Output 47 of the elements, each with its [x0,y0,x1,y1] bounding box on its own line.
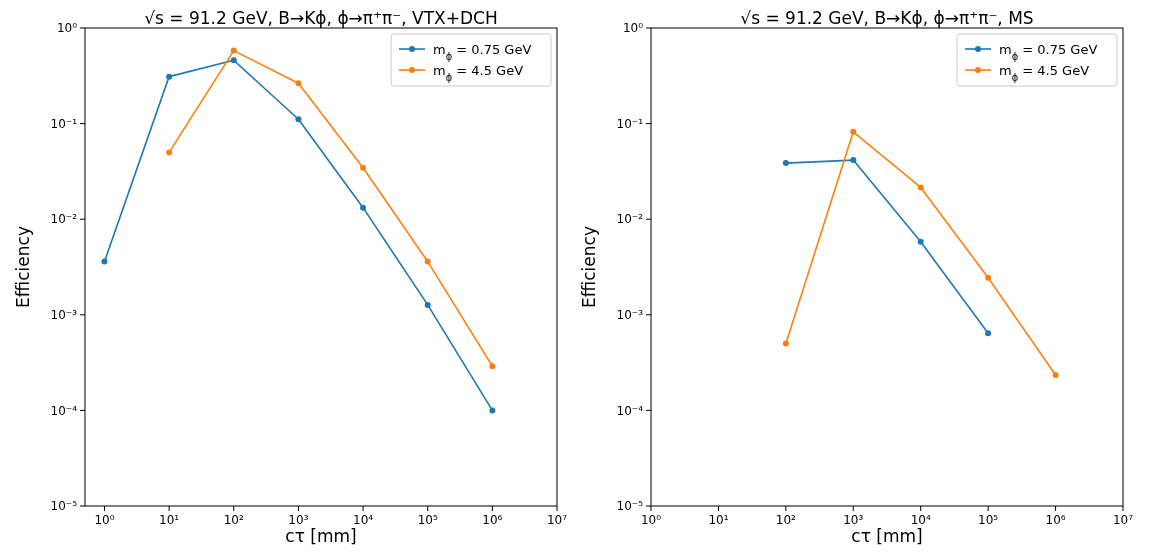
x-tick-label: 10⁷ [1112,513,1134,527]
x-tick-label: 10⁷ [546,513,568,527]
point [850,128,857,135]
x-tick-label: 10⁰ [94,513,115,527]
x-tick-label: 10¹ [159,513,180,527]
point [917,238,924,245]
x-tick-label: 10⁵ [417,513,438,527]
point [1052,371,1059,378]
x-tick-label: 10² [223,513,244,527]
point [782,160,789,167]
legend-label: m$_{ϕ}$ = 4.5 GeV [999,62,1090,83]
point [782,340,789,347]
y-axis-title: Efficiency [579,226,599,308]
y-tick-label: 10⁰ [56,21,78,36]
y-axis-title: Efficiency [13,226,33,308]
legend-label: m$_{ϕ}$ = 0.75 GeV [433,41,532,62]
x-tick-label: 10⁴ [353,513,374,527]
y-tick-label: 10⁻³ [50,308,78,322]
x-tick-label: 10¹ [708,513,729,527]
point [850,157,857,164]
x-axis-title: cτ [mm] [851,526,923,546]
y-tick-label: 10⁻⁵ [50,499,78,514]
y-tick-label: 10⁻¹ [50,116,78,131]
x-tick-label: 10⁰ [640,513,662,527]
y-tick-label: 10⁻² [50,212,78,227]
chart-title: √s = 91.2 GeV, B→Kϕ, ϕ→π⁺π⁻, MS [740,8,1034,28]
point [917,184,924,191]
x-axis-title: cτ [mm] [285,526,357,546]
y-tick-label: 10⁻⁴ [616,403,644,418]
x-tick-label: 10³ [843,513,864,527]
chart-title: √s = 91.2 GeV, B→Kϕ, ϕ→π⁺π⁻, VTX+DCH [144,8,498,28]
x-tick-label: 10⁶ [1045,513,1066,527]
point [985,330,992,337]
x-tick-label: 10² [775,513,797,527]
y-tick-label: 10⁻³ [616,308,644,322]
x-tick-label: 10³ [288,513,309,527]
legend-label: m$_{ϕ}$ = 4.5 GeV [433,62,524,83]
legend-label: m$_{ϕ}$ = 0.75 GeV [999,41,1098,62]
x-tick-label: 10⁴ [910,513,931,527]
x-tick-label: 10⁶ [482,513,503,527]
y-tick-label: 10⁻⁴ [50,403,78,418]
y-tick-label: 10⁻² [616,212,644,227]
y-tick-label: 10⁻¹ [616,116,644,131]
y-tick-label: 10⁰ [622,21,644,36]
x-tick-label: 10⁵ [978,513,999,527]
y-tick-label: 10⁻⁵ [616,499,644,514]
point [985,274,992,281]
